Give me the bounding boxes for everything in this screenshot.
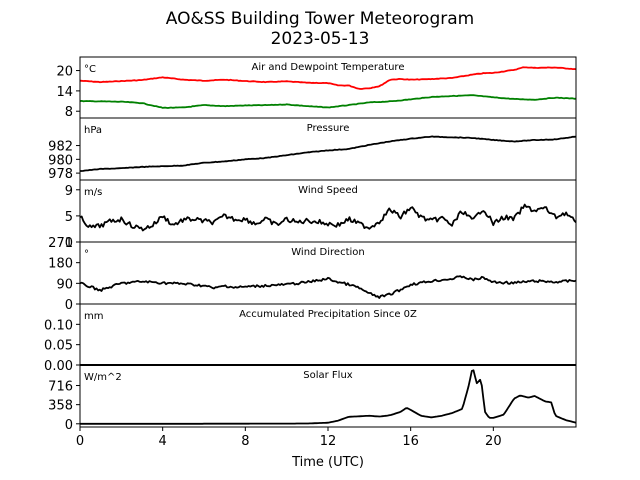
solar_flux-ytick-label: 0 [65,418,73,433]
solar_flux-unit-label: W/m^2 [84,372,122,383]
temperature-series-1-line [79,94,577,109]
pressure-unit-label: hPa [84,125,102,136]
panel-precipitation: 0.00 0.05 0.10 Accumulated Precipitation Si… [44,303,577,374]
x-tick-label: 0 [76,434,84,449]
chart-title: AO&SS Building Tower Meteorogram [166,9,474,29]
wind_speed-ytick-label: 9 [65,184,73,199]
temperature-unit-label: °C [84,64,96,75]
pressure-ytick-label: 980 [48,153,73,168]
temperature-ytick-label: 8 [65,105,73,120]
precipitation-unit-label: mm [84,311,103,322]
panel-wind_speed: 1 5 9 Wind Speed m/s [65,179,577,251]
panel-temperature: 8 14 20 Air and Dewpoint Temperature °C [56,56,577,120]
precipitation-ytick-label: 0.10 [44,318,73,333]
temperature-series-0-line [79,66,577,90]
wind_direction-series-0-line [79,275,577,299]
panel-solar_flux: 0 358 716 Solar Flux W/m^2 0 4 8 12 16 20 [48,364,577,449]
wind_direction-ytick-label: 90 [56,277,73,292]
wind_direction-ytick-label: 180 [48,257,73,272]
panel-wind_direction: 0 90 180 270 Wind Direction ° [48,236,577,313]
x-tick-label: 4 [159,434,167,449]
solar_flux-ytick-label: 716 [48,380,73,395]
precipitation-ytick-label: 0.00 [44,359,73,374]
wind_speed-unit-label: m/s [84,187,102,198]
pressure-ytick-label: 982 [48,140,73,155]
solar_flux-series-0-line [80,369,577,425]
x-tick-label: 12 [320,434,337,449]
wind_direction-panel-label: Wind Direction [291,247,365,258]
precipitation-panel-label: Accumulated Precipitation Since 0Z [239,309,417,320]
pressure-panel-label: Pressure [307,123,350,134]
solar_flux-ytick-label: 358 [48,399,73,414]
solar_flux-panel-label: Solar Flux [303,370,353,381]
wind_speed-ytick-label: 1 [65,236,73,251]
wind_speed-panel-label: Wind Speed [298,185,358,196]
wind_direction-unit-label: ° [84,249,89,260]
x-tick-label: 20 [485,434,502,449]
x-tick-label: 16 [402,434,419,449]
wind_direction-ytick-label: 0 [65,298,73,313]
precipitation-ytick-label: 0.05 [44,339,73,354]
wind_speed-series-0-line [79,203,577,232]
wind_speed-ytick-label: 5 [65,210,73,225]
temperature-ytick-label: 14 [56,85,73,100]
chart-subtitle: 2023-05-13 [271,29,370,49]
pressure-ytick-label: 978 [48,167,73,182]
pressure-series-0-line [80,135,577,172]
x-tick-label: 8 [241,434,249,449]
temperature-panel-label: Air and Dewpoint Temperature [252,62,405,73]
temperature-ytick-label: 20 [56,65,73,80]
wind_direction-ytick-label: 270 [48,236,73,251]
x-axis-label: Time (UTC) [291,455,364,470]
